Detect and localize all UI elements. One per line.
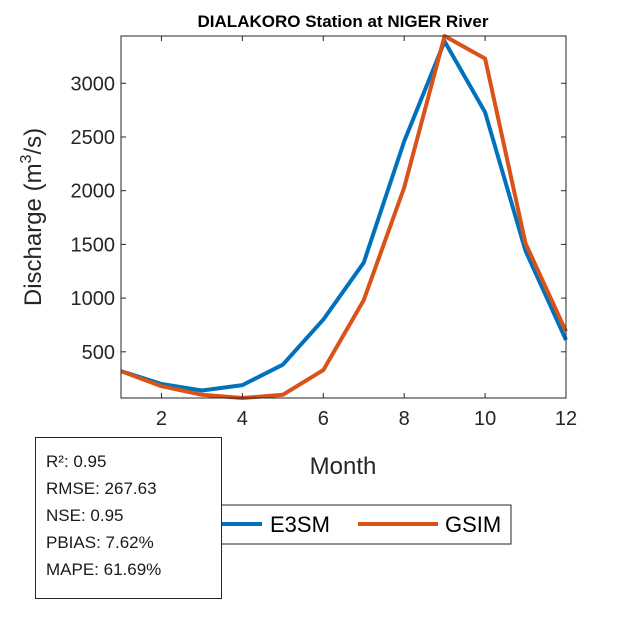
series-line-gsim [120, 34, 568, 400]
series-line-e3sm [120, 39, 568, 393]
stat-pbias: PBIAS: 7.62% [46, 533, 154, 552]
stat-r2: R²: 0.95 [46, 452, 107, 471]
axes-box [120, 35, 567, 399]
data-point-gsim [525, 242, 526, 244]
data-point-e3sm [282, 364, 284, 366]
x-tick-label: 10 [474, 408, 496, 430]
data-point-e3sm [322, 319, 324, 321]
y-tick-label: 1500 [71, 234, 116, 256]
x-tick-label: 2 [156, 408, 167, 430]
data-point-gsim [201, 394, 203, 396]
data-point-e3sm [363, 262, 365, 264]
y-axis-label: Discharge (m3/s) [18, 128, 47, 306]
chart-title: DIALAKORO Station at NIGER River [198, 12, 489, 31]
y-axis-label-end: /s) [20, 128, 47, 155]
data-point-gsim [403, 187, 405, 188]
legend-e3sm-label: E3SM [270, 512, 330, 537]
y-axis: 500 1000 1500 2000 2500 3000 [71, 73, 566, 364]
data-point-gsim [484, 58, 486, 60]
data-point-gsim [322, 369, 324, 371]
x-axis-label: Month [310, 453, 377, 480]
data-point-e3sm [403, 140, 405, 142]
stat-nse: NSE: 0.95 [46, 506, 124, 525]
stats-box: R²: 0.95 RMSE: 267.63 NSE: 0.95 PBIAS: 7… [35, 437, 222, 599]
x-tick-label: 4 [237, 408, 248, 430]
y-tick-label: 2000 [71, 181, 116, 203]
data-point-e3sm [525, 250, 526, 252]
y-axis-label-main: Discharge (m [20, 163, 47, 306]
data-point-gsim [161, 385, 162, 387]
data-point-e3sm [241, 384, 243, 386]
y-tick-label: 500 [82, 342, 115, 364]
x-tick-label: 12 [555, 408, 577, 430]
legend: E3SM GSIM [203, 504, 512, 545]
plot-lines [120, 34, 568, 400]
stat-mape: MAPE: 61.69% [46, 560, 162, 579]
y-tick-label: 1000 [71, 288, 116, 310]
data-point-e3sm [201, 390, 203, 391]
data-point-e3sm [484, 111, 486, 113]
stat-rmse: RMSE: 267.63 [46, 479, 157, 498]
x-tick-label: 8 [399, 408, 410, 430]
legend-gsim-label: GSIM [445, 512, 501, 537]
data-point-gsim [282, 394, 284, 396]
y-axis-label-sup: 3 [18, 154, 35, 163]
y-tick-label: 3000 [71, 73, 116, 95]
data-point-gsim [363, 299, 365, 301]
x-axis: 2 4 6 8 10 12 [156, 36, 577, 430]
plot-area [121, 36, 566, 398]
y-tick-label: 2500 [71, 127, 116, 149]
x-tick-label: 6 [318, 408, 329, 430]
